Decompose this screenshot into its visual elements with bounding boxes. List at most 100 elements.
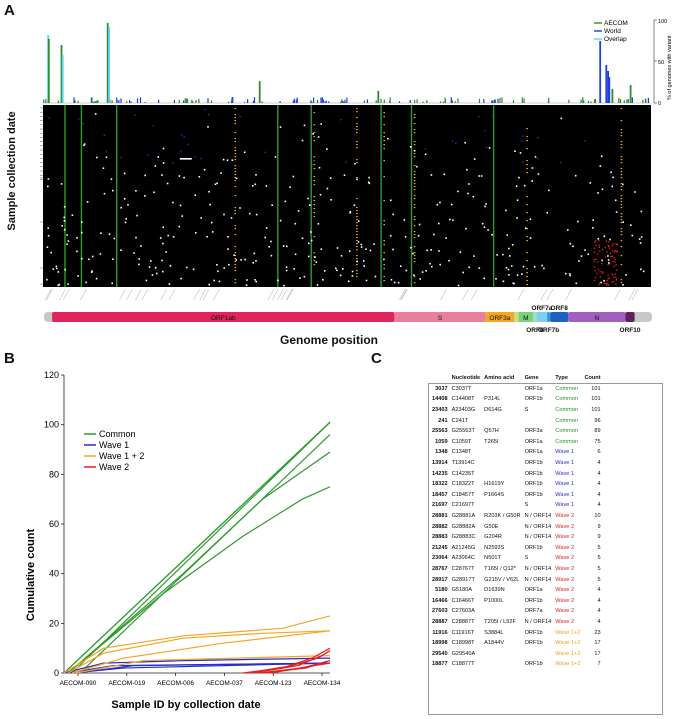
cell-type: Wave 1+2: [555, 650, 581, 657]
gene-m: [518, 312, 534, 322]
chart-legend: Common Wave 1 Wave 1 + 2 Wave 2: [84, 429, 144, 472]
cell-amino-acid: [482, 415, 522, 426]
cell-count: 7: [597, 661, 601, 668]
gene-label-orf7b: ORF7b: [538, 327, 559, 334]
cell-nucleotide: C14235T: [451, 470, 475, 477]
gene-orf8: [550, 312, 569, 322]
panel-a: A Sample collection date 100 50 0 % of g…: [0, 0, 677, 350]
legend-wave12: Wave 1 + 2: [99, 451, 144, 461]
series-line-wave-2: [252, 650, 331, 674]
cell-type: Wave 2: [555, 576, 575, 583]
gene-label-m: M: [523, 315, 528, 322]
cell-count: 4: [597, 597, 601, 604]
cell-amino-acid: S3884L: [484, 629, 504, 636]
cell-count: 4: [597, 470, 601, 477]
cell-amino-acid: P1664S: [484, 491, 505, 498]
table-row: 1059 C1059T T265I ORF1a Common 75: [430, 437, 603, 448]
gene-label-n: N: [595, 315, 600, 322]
cell-type: Wave 1+2: [555, 661, 581, 668]
cell-amino-acid: [482, 648, 522, 659]
cell-count: 6: [597, 449, 601, 456]
panel-b-letter: B: [4, 350, 15, 367]
cell-gene: N / ORF14: [524, 523, 552, 530]
cell-count: 5: [597, 576, 601, 583]
cell-nucleotide: C11916T: [451, 629, 475, 636]
cell-nucleotide: G28883C: [451, 534, 476, 541]
cell-gene: ORF1b: [524, 491, 543, 498]
cell-nucleotide: C18998T: [451, 640, 475, 647]
cell-gene: ORF7a: [524, 608, 543, 615]
cell-nucleotide: C1348T: [451, 449, 472, 456]
ytick-label: 40: [49, 569, 59, 579]
cell-gene: ORF1b: [524, 460, 543, 467]
cell-gene: ORF1b: [524, 629, 543, 636]
cell-position: 241: [438, 417, 448, 424]
panel-a-legend: AECOM World Overlap: [594, 20, 628, 43]
variant-frequency-bars: [43, 23, 651, 104]
cell-position: 29540: [432, 650, 448, 657]
header-count: Count: [584, 375, 601, 382]
cell-type: Wave 2: [555, 523, 575, 530]
cell-nucleotide: C27603A: [451, 608, 475, 615]
cell-gene: ORF1b: [524, 396, 543, 403]
cell-amino-acid: P314L: [484, 396, 501, 403]
table-row: 1348 C1348T ORF1a Wave 1 6: [430, 447, 603, 458]
xtick-label: AECOM-134: [304, 680, 341, 687]
heatmap-dots: [46, 113, 645, 287]
cell-gene: S: [524, 555, 529, 562]
cell-type: Wave 1: [555, 449, 575, 456]
cell-amino-acid: [482, 384, 522, 395]
gene-n: [568, 312, 626, 322]
legend-overlap: Overlap: [604, 36, 627, 43]
series-line-wave-1: [75, 662, 331, 674]
table-row: 18322 C18322T H1619Y ORF1b Wave 1 4: [430, 479, 603, 490]
gene-orf6: [533, 312, 537, 322]
cell-amino-acid: G204R: [484, 534, 502, 541]
cell-gene: ORF3a: [524, 428, 543, 435]
table-row: 28881 G28881A R203K / G50R N / ORF14 Wave 2 1…: [430, 511, 603, 522]
heatmap-columns: [48, 105, 623, 287]
cell-count: 4: [597, 502, 601, 509]
cell-amino-acid: T265I: [484, 438, 499, 445]
cell-amino-acid: [482, 659, 522, 670]
position-labels: [44, 288, 639, 301]
table-row: 25563 G25563T Q57H ORF3a Common 89: [430, 426, 603, 437]
table-row: 13914 T13914C ORF1b Wave 1 4: [430, 458, 603, 469]
mutation-table: Nucleotide Amino acid Gene Type Count 30…: [430, 373, 603, 670]
date-ticks: [40, 107, 43, 285]
cell-position: 18998: [432, 640, 448, 647]
series-line-wave-2: [270, 662, 331, 674]
cell-count: 5: [597, 544, 601, 551]
table-row: 14408 C14408T P314L ORF1b Common 101: [430, 394, 603, 405]
cell-position: 1348: [435, 449, 448, 456]
cell-position: 27603: [432, 608, 448, 615]
cell-nucleotide: C3037T: [451, 385, 472, 392]
cell-amino-acid: [482, 458, 522, 469]
panel-c-letter: C: [371, 350, 382, 367]
cell-type: Wave 1: [555, 491, 575, 498]
cell-type: Common: [555, 438, 578, 445]
cell-count: 4: [597, 608, 601, 615]
table-row: 14235 C14235T ORF1b Wave 1 4: [430, 468, 603, 479]
cell-position: 23064: [432, 555, 448, 562]
cell-count: 101: [591, 407, 601, 414]
cell-amino-acid: [482, 468, 522, 479]
cell-type: Wave 1: [555, 502, 575, 509]
cell-position: 28887: [432, 618, 448, 625]
gene-label-orf3a: ORF3a: [489, 315, 510, 322]
table-row: 28883 G28883C G204R N / ORF14 Wave 2 9: [430, 532, 603, 543]
cell-position: 21697: [432, 502, 448, 509]
cell-type: Wave 2: [555, 555, 575, 562]
ytick-label: 80: [49, 469, 59, 479]
series-line-wave-1: [63, 657, 331, 674]
cell-count: 101: [591, 396, 601, 403]
xtick-label: AECOM-090: [60, 680, 97, 687]
cell-gene: [523, 415, 554, 426]
gene-orf1ab: [52, 312, 395, 322]
gene-orf10: [625, 312, 635, 322]
chart-xlabel: Sample ID by collection date: [111, 699, 260, 711]
cell-position: 13914: [432, 460, 448, 467]
cell-count: 101: [591, 385, 601, 392]
cell-position: 18877: [432, 661, 448, 668]
cell-nucleotide: C14408T: [451, 396, 475, 403]
